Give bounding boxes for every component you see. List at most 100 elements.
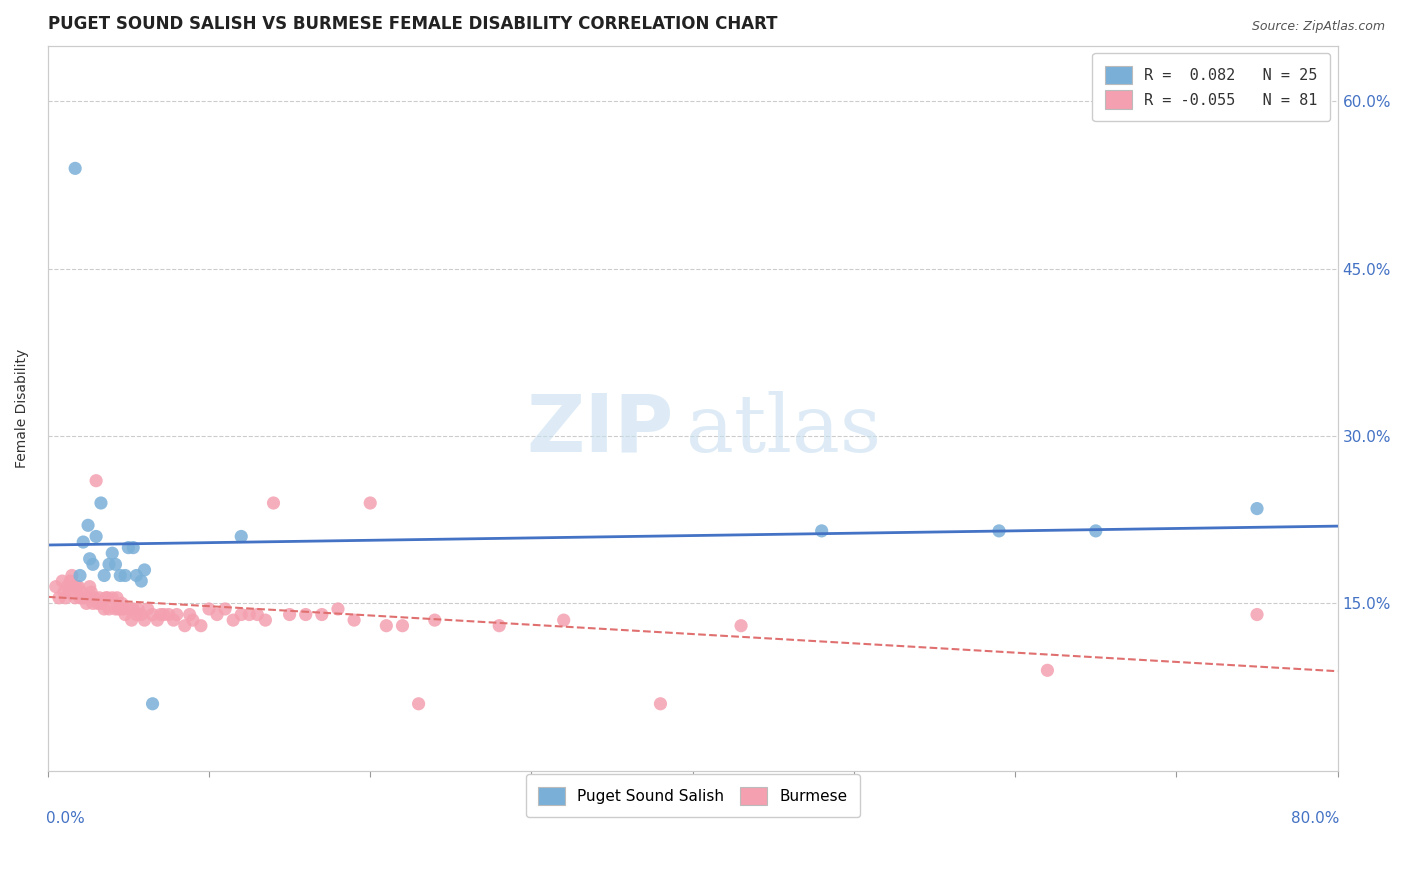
Text: PUGET SOUND SALISH VS BURMESE FEMALE DISABILITY CORRELATION CHART: PUGET SOUND SALISH VS BURMESE FEMALE DIS… (48, 15, 778, 33)
Legend: Puget Sound Salish, Burmese: Puget Sound Salish, Burmese (526, 774, 860, 817)
Y-axis label: Female Disability: Female Disability (15, 349, 30, 467)
Point (730, 618, 752, 632)
Point (553, 613, 575, 627)
Point (48, 591, 70, 605)
Point (82, 596, 104, 610)
Point (263, 496, 285, 510)
Point (222, 613, 245, 627)
Point (98, 558, 121, 572)
Point (121, 613, 143, 627)
Point (62, 580, 84, 594)
Point (79, 551, 101, 566)
Point (101, 591, 124, 605)
Point (246, 607, 269, 622)
Text: atlas: atlas (686, 391, 882, 469)
Point (162, 613, 184, 627)
Point (93, 602, 115, 616)
Point (311, 607, 333, 622)
Point (114, 568, 136, 582)
Point (122, 541, 145, 555)
Point (359, 496, 381, 510)
Point (149, 607, 172, 622)
Point (488, 618, 510, 632)
Point (129, 574, 152, 588)
Point (56, 580, 79, 594)
Text: Source: ZipAtlas.com: Source: ZipAtlas.com (1251, 20, 1385, 33)
Point (988, 524, 1011, 538)
Point (114, 607, 136, 622)
Point (69, 568, 91, 582)
Point (104, 558, 127, 572)
Point (63, 161, 86, 176)
Point (83, 591, 105, 605)
Point (125, 568, 148, 582)
Point (134, 613, 156, 627)
Point (810, 524, 832, 538)
Point (231, 607, 253, 622)
Point (55, 591, 77, 605)
Point (125, 607, 148, 622)
Point (391, 618, 413, 632)
Point (231, 529, 253, 543)
Point (72, 591, 94, 605)
Point (343, 613, 366, 627)
Point (60, 568, 83, 582)
Point (84, 474, 107, 488)
Point (90, 596, 112, 610)
Point (111, 596, 134, 610)
Point (122, 602, 145, 616)
Point (157, 607, 180, 622)
Point (142, 697, 165, 711)
Point (101, 546, 124, 560)
Point (375, 618, 398, 632)
Point (173, 618, 195, 632)
Point (90, 496, 112, 510)
Point (142, 607, 165, 622)
Text: ZIP: ZIP (526, 391, 673, 469)
Point (190, 618, 212, 632)
Point (79, 580, 101, 594)
Point (1246, 501, 1268, 516)
Point (45, 580, 67, 594)
Point (73, 591, 96, 605)
Point (127, 602, 149, 616)
Point (650, 697, 672, 711)
Point (205, 607, 228, 622)
Point (77, 591, 100, 605)
Point (72, 535, 94, 549)
Point (104, 602, 127, 616)
Point (58, 585, 80, 599)
Point (134, 563, 156, 577)
Point (59, 574, 82, 588)
Point (98, 602, 121, 616)
Point (105, 591, 128, 605)
Point (66, 580, 89, 594)
Point (129, 607, 152, 622)
Point (136, 602, 159, 616)
Point (82, 558, 104, 572)
Point (93, 568, 115, 582)
Point (117, 602, 139, 616)
Point (52, 585, 75, 599)
Point (89, 591, 111, 605)
Point (214, 602, 236, 616)
Text: 80.0%: 80.0% (1291, 811, 1339, 826)
Point (67, 580, 90, 594)
Point (63, 591, 86, 605)
Point (107, 602, 129, 616)
Point (181, 613, 204, 627)
Point (408, 697, 430, 711)
Point (423, 613, 446, 627)
Point (110, 602, 132, 616)
Point (153, 607, 176, 622)
Point (254, 613, 277, 627)
Point (1246, 607, 1268, 622)
Point (70, 585, 93, 599)
Point (69, 591, 91, 605)
Point (179, 607, 201, 622)
Point (87, 596, 110, 610)
Point (80, 585, 103, 599)
Text: 0.0%: 0.0% (46, 811, 86, 826)
Point (94, 591, 117, 605)
Point (1036, 663, 1059, 677)
